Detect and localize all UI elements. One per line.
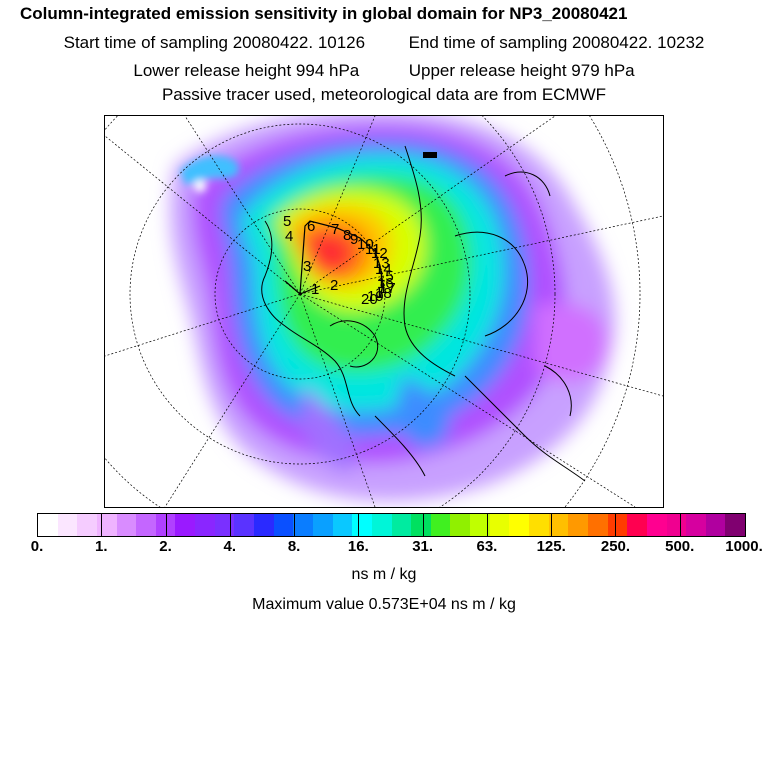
colorbar-swatch bbox=[411, 514, 431, 536]
track-label: 16 bbox=[377, 275, 394, 292]
colorbar-swatch bbox=[430, 514, 451, 536]
colorbar-divider bbox=[229, 513, 231, 537]
track-label: 12 bbox=[371, 245, 388, 262]
colorbar-divider bbox=[486, 513, 488, 537]
colorbar-swatch bbox=[450, 514, 471, 536]
colorbar-swatch bbox=[489, 514, 510, 536]
colorbar-tick-label: 63. bbox=[476, 538, 498, 555]
track-label: 6 bbox=[307, 218, 315, 235]
colorbar-divider bbox=[422, 513, 424, 537]
track-label: 17 bbox=[379, 280, 396, 297]
colorbar-swatch bbox=[548, 514, 569, 536]
colorbar-swatch bbox=[371, 514, 392, 536]
colorbar-swatch bbox=[627, 514, 647, 536]
colorbar-tick-label: 250. bbox=[600, 538, 631, 555]
colorbar-tick-label: 4. bbox=[223, 538, 237, 555]
colorbar-tick-label: 500. bbox=[665, 538, 695, 555]
track-label: 19 bbox=[367, 288, 384, 305]
map-panel: 1 2 3 4 5 6 7 8 9 10 11 12 13 14 15 16 17 18 19 20 bbox=[104, 115, 664, 508]
sampling-time-line: Start time of sampling 20080422. 10126 E… bbox=[0, 33, 768, 53]
release-height-line: Lower release height 994 hPa Upper relea… bbox=[0, 61, 768, 81]
colorbar-swatch bbox=[77, 514, 97, 536]
colorbar-swatch bbox=[38, 514, 58, 536]
colorbar-swatch bbox=[195, 514, 215, 536]
colorbar-swatch bbox=[234, 514, 255, 536]
start-time: Start time of sampling 20080422. 10126 bbox=[63, 33, 366, 52]
colorbar-swatch bbox=[214, 514, 235, 536]
track-label: 13 bbox=[373, 255, 390, 272]
colorbar-swatch bbox=[352, 514, 372, 536]
colorbar-swatch bbox=[529, 514, 549, 536]
colorbar-tick-label: 0. bbox=[30, 538, 44, 555]
end-time: End time of sampling 20080422. 10232 bbox=[408, 33, 705, 52]
north-plume bbox=[180, 155, 240, 192]
colorbar-swatch bbox=[705, 514, 726, 536]
colorbar-tick-label: 2. bbox=[159, 538, 172, 555]
lower-release-height: Lower release height 994 hPa bbox=[133, 61, 360, 80]
colorbar-divider bbox=[294, 513, 296, 537]
colorbar-swatch bbox=[96, 514, 117, 536]
track-label: 18 bbox=[375, 285, 392, 302]
colorbar-swatch bbox=[391, 514, 412, 536]
colorbar-swatch bbox=[136, 514, 156, 536]
colorbar-swatch bbox=[686, 514, 706, 536]
colorbar-tick-label: 16. bbox=[347, 538, 369, 555]
upper-release-height: Upper release height 979 hPa bbox=[408, 61, 635, 80]
track-label: 8 bbox=[343, 227, 351, 244]
colorbar-divider bbox=[358, 513, 360, 537]
colorbar bbox=[37, 513, 746, 537]
track-label: 14 bbox=[375, 261, 392, 278]
track-label: 2 bbox=[330, 277, 338, 294]
track-label: 9 bbox=[350, 231, 358, 248]
colorbar-divider bbox=[679, 513, 681, 537]
track-label: 15 bbox=[377, 268, 394, 285]
colorbar-tick-label: 31. bbox=[412, 538, 434, 555]
colorbar-swatch bbox=[725, 514, 746, 536]
colorbar-swatch bbox=[332, 514, 353, 536]
plot-title: Column-integrated emission sensitivity i… bbox=[20, 4, 628, 23]
colorbar-swatch bbox=[646, 514, 667, 536]
colorbar-swatch bbox=[57, 514, 78, 536]
colorbar-swatch bbox=[568, 514, 588, 536]
colorbar-swatch bbox=[607, 514, 628, 536]
colorbar-swatch bbox=[509, 514, 530, 536]
sensitivity-field bbox=[170, 116, 616, 502]
colorbar-swatch bbox=[254, 514, 274, 536]
land-fill bbox=[423, 152, 437, 158]
track-label: 11 bbox=[365, 241, 381, 258]
track-label: 10 bbox=[357, 236, 374, 253]
colorbar-swatch bbox=[293, 514, 313, 536]
track-label: 20 bbox=[361, 291, 378, 308]
coastlines bbox=[261, 145, 586, 482]
maximum-value: Maximum value 0.573E+04 ns m / kg bbox=[252, 596, 516, 613]
track-label: 1 bbox=[311, 281, 319, 298]
track-label: 7 bbox=[331, 221, 339, 238]
colorbar-swatch bbox=[116, 514, 137, 536]
colorbar-swatch bbox=[470, 514, 490, 536]
colorbar-divider bbox=[165, 513, 167, 537]
colorbar-divider bbox=[101, 513, 103, 537]
track-label: 4 bbox=[285, 228, 293, 245]
colorbar-tick-label: 1. bbox=[95, 538, 108, 555]
tracer-note: Passive tracer used, meteorological data… bbox=[161, 85, 607, 104]
track-label: 3 bbox=[303, 258, 311, 275]
colorbar-tick-label: 1000. bbox=[725, 538, 763, 555]
colorbar-tick-label: 125. bbox=[536, 538, 566, 555]
track-label: 5 bbox=[283, 213, 291, 230]
colorbar-swatch bbox=[312, 514, 333, 536]
colorbar-divider bbox=[615, 513, 617, 537]
colorbar-tick-label: 8. bbox=[287, 538, 301, 555]
colorbar-divider bbox=[551, 513, 553, 537]
flight-track bbox=[284, 220, 384, 299]
colorbar-units: ns m / kg bbox=[351, 566, 417, 583]
colorbar-swatch bbox=[273, 514, 294, 536]
colorbar-swatch bbox=[175, 514, 196, 536]
colorbar-swatch bbox=[587, 514, 608, 536]
colorbar-swatch bbox=[666, 514, 687, 536]
